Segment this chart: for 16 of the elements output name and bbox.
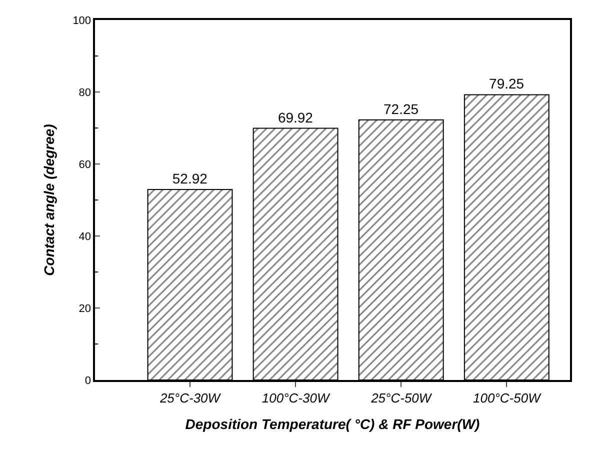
y-axis-title: Contact angle (degree) [40, 124, 57, 276]
x-tick-label: 25°C-50W [370, 390, 433, 406]
y-tick-label: 0 [84, 374, 92, 387]
y-tick-label: 100 [72, 14, 92, 27]
data-label: 72.25 [383, 100, 419, 117]
y-tick-label: 80 [78, 86, 92, 99]
x-axis-title: Deposition Temperature( °C) & RF Power(W) [185, 416, 480, 432]
data-label: 79.25 [489, 76, 524, 92]
data-label: 52.92 [172, 170, 208, 186]
x-tick-label: 100°C-50W [473, 390, 542, 406]
y-tick-label: 20 [78, 302, 92, 315]
y-tick-label: 60 [78, 158, 92, 171]
x-tick-label: 25°C-30W [158, 390, 222, 406]
x-tick-label: 100°C-30W [262, 390, 331, 406]
y-tick-label: 40 [78, 230, 92, 243]
data-label: 69.92 [278, 109, 314, 126]
